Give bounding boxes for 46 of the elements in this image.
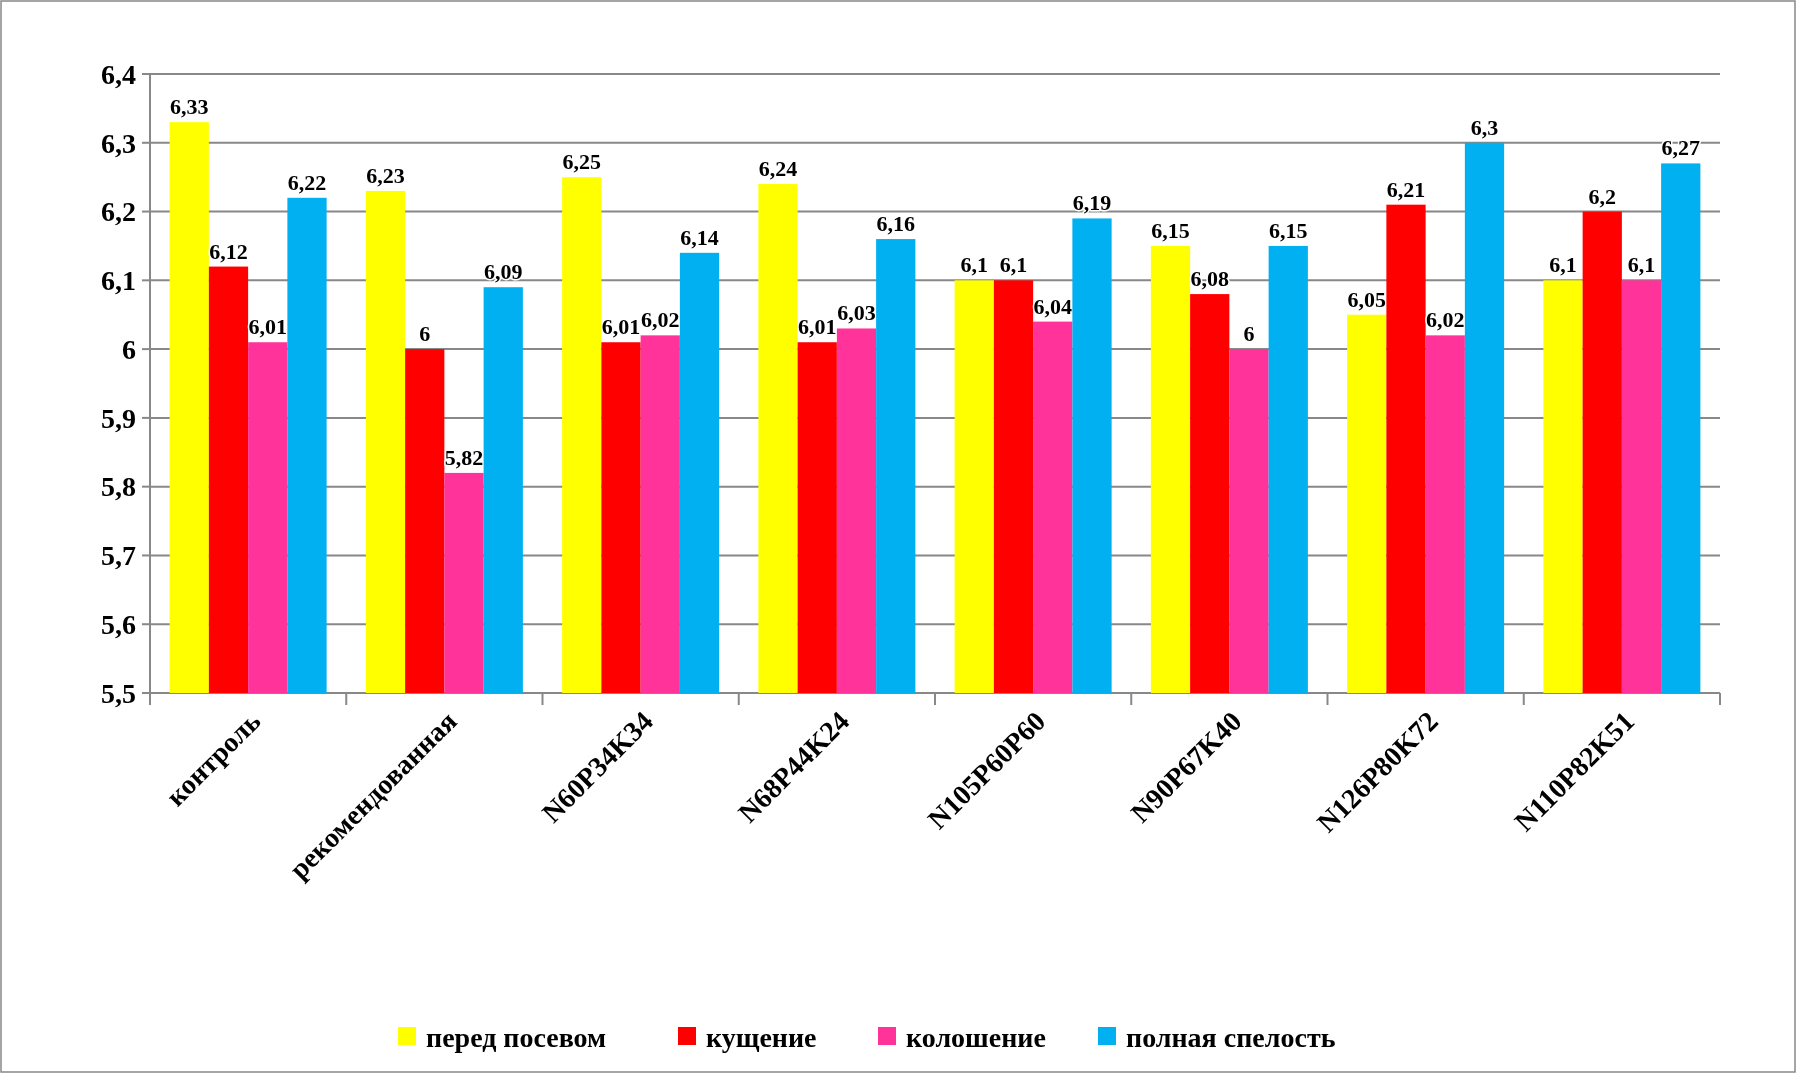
data-label: 6,05 [1347, 286, 1386, 312]
legend-label: перед посевом [426, 1021, 607, 1053]
data-label: 6,15 [1269, 217, 1308, 243]
data-label: 6,1 [999, 252, 1028, 278]
data-label: 6,25 [562, 149, 601, 175]
data-label: 6,33 [170, 94, 209, 120]
y-tick-label: 5,9 [101, 402, 136, 434]
data-label: 6,1 [1627, 252, 1656, 278]
y-tick-label: 5,5 [101, 677, 136, 709]
y-tick-label: 5,8 [101, 471, 136, 503]
data-label: 6,1 [1549, 252, 1577, 278]
data-label: 6,19 [1072, 190, 1112, 216]
y-tick-label: 6,3 [101, 127, 136, 159]
data-label: 6,09 [484, 259, 523, 285]
y-tick-label: 6 [122, 333, 136, 365]
y-tick-label: 5,6 [101, 609, 136, 641]
data-label: 6,01 [601, 314, 641, 340]
data-label: 6,14 [680, 224, 719, 250]
data-label: 6,1 [960, 252, 988, 278]
data-label: 6,27 [1661, 135, 1700, 161]
data-label: 6,08 [1190, 266, 1229, 292]
data-label: 6,22 [287, 169, 327, 195]
data-label: 6,15 [1151, 217, 1190, 243]
y-tick-label: 6,4 [101, 58, 136, 90]
data-label: 6,02 [1426, 307, 1465, 333]
y-tick-label: 5,7 [101, 540, 136, 572]
data-label: 5,82 [444, 444, 484, 470]
y-tick-label: 6,2 [101, 196, 136, 228]
legend-label: полная спелость [1126, 1021, 1336, 1053]
data-label: 6,21 [1386, 176, 1426, 202]
data-label: 6,01 [798, 314, 837, 340]
data-label: 6,01 [248, 314, 287, 340]
data-label: 6,12 [209, 238, 248, 264]
y-tick-label: 6,1 [101, 265, 136, 297]
data-label: 6,02 [641, 307, 680, 333]
data-label: 6 [1243, 321, 1255, 347]
data-label: 6,04 [1033, 293, 1072, 319]
legend-label: кущение [706, 1021, 817, 1053]
data-label: 6,23 [366, 162, 405, 188]
data-label: 6,2 [1588, 183, 1616, 209]
data-label: 6,24 [758, 156, 798, 182]
legend-label: колошение [906, 1021, 1046, 1053]
data-label: 6,03 [837, 300, 876, 326]
data-label: 6,3 [1470, 114, 1499, 140]
data-label: 6,16 [876, 211, 915, 237]
data-label: 6 [419, 321, 431, 347]
